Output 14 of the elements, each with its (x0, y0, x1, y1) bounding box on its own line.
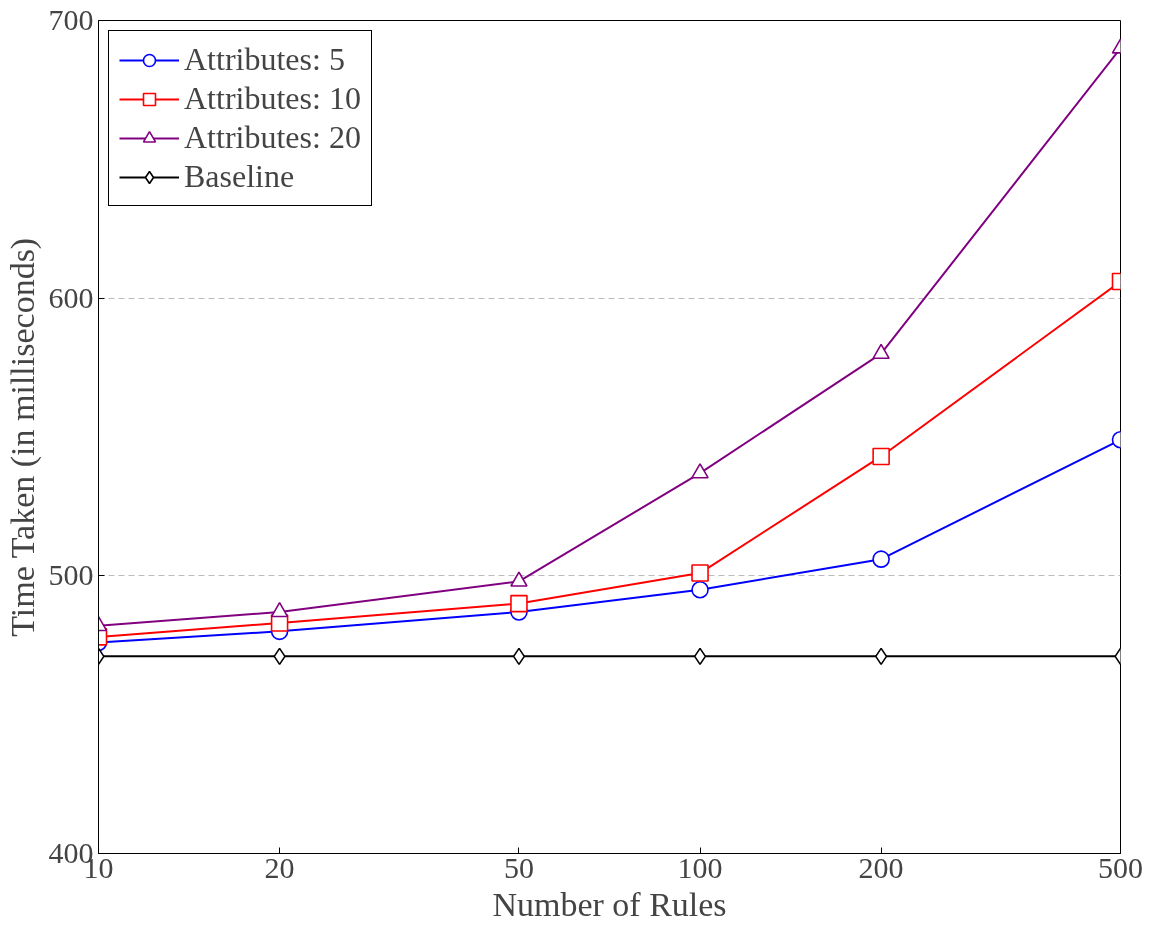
legend-label: Attributes: 10 (184, 80, 361, 117)
y-axis-title: Time Taken (in milliseconds) (3, 237, 42, 637)
y-tick-label: 500 (48, 558, 94, 592)
legend-label: Attributes: 20 (184, 119, 361, 156)
y-tick-label: 700 (48, 3, 94, 36)
x-tick-label: 200 (858, 850, 904, 884)
x-tick-label: 50 (503, 850, 534, 884)
y-tick-label: 600 (48, 280, 94, 314)
x-axis-title: Number of Rules (492, 885, 727, 923)
x-tick-label: 100 (677, 850, 723, 884)
x-tick-label: 500 (1098, 850, 1143, 884)
legend-label: Baseline (184, 158, 295, 195)
legend-label: Attributes: 5 (184, 41, 345, 78)
x-tick-label: 20 (264, 850, 295, 884)
